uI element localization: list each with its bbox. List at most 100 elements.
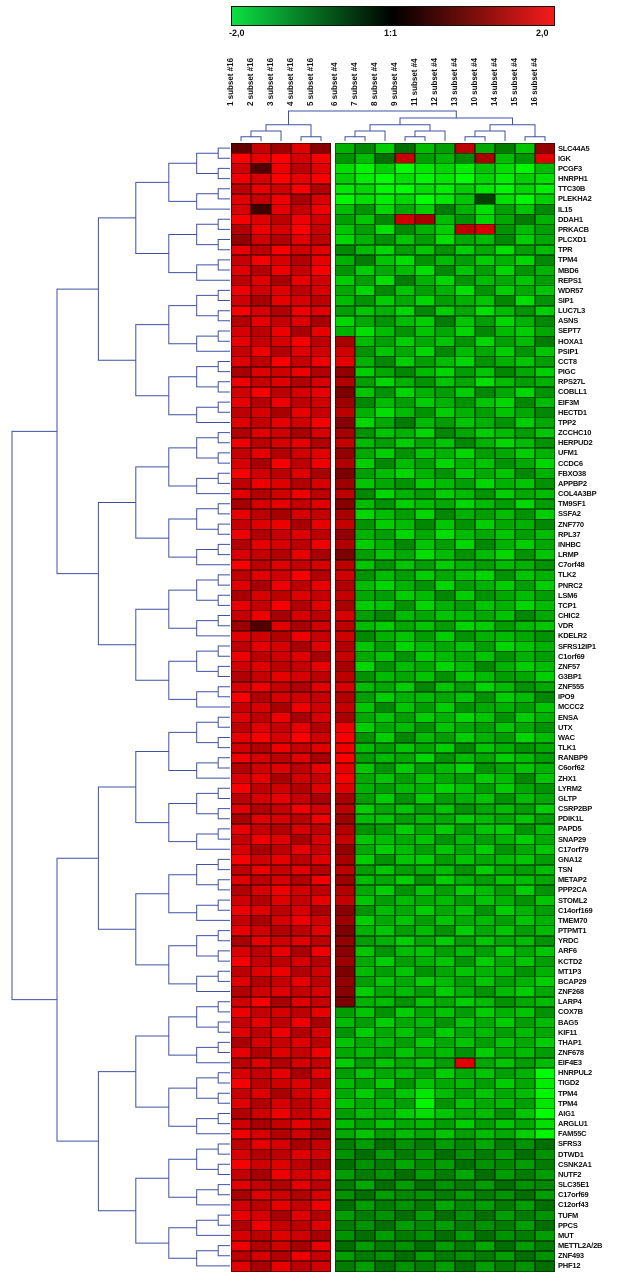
heatmap-cell — [435, 305, 455, 317]
heatmap-cell — [435, 1260, 455, 1272]
heatmap-cell — [475, 356, 495, 368]
heatmap-cell — [435, 996, 455, 1008]
heatmap-cell — [251, 163, 271, 175]
column-label: 10 subset #4 — [470, 57, 479, 106]
heatmap-cell — [395, 1067, 415, 1079]
heatmap-cell — [291, 579, 311, 591]
heatmap-cell — [375, 264, 395, 276]
heatmap-cell — [455, 793, 475, 805]
heatmap-cell — [291, 1057, 311, 1069]
heatmap-cell — [311, 620, 331, 632]
heatmap-cell — [455, 783, 475, 794]
gene-label: STOML2 — [558, 895, 588, 905]
heatmap-cell — [495, 1108, 515, 1120]
heatmap-cell — [535, 143, 555, 154]
heatmap-cell — [475, 153, 495, 164]
heatmap-cell — [475, 1027, 495, 1038]
heatmap-cell — [475, 203, 495, 215]
heatmap-cell — [515, 1179, 535, 1191]
heatmap-cell — [335, 519, 355, 530]
heatmap-cell — [455, 854, 475, 866]
heatmap-cell — [455, 529, 475, 540]
heatmap-cell — [311, 224, 331, 236]
heatmap-cell — [251, 793, 271, 805]
heatmap-cell — [251, 275, 271, 286]
heatmap-cell — [475, 864, 495, 876]
heatmap-cell — [251, 1159, 271, 1170]
heatmap-cell — [271, 264, 291, 276]
heatmap-cell — [291, 183, 311, 195]
heatmap-cell — [271, 315, 291, 327]
heatmap-cell — [415, 1098, 435, 1109]
heatmap-cell — [495, 701, 515, 713]
heatmap-cell — [495, 864, 515, 876]
heatmap-cell — [335, 468, 355, 479]
heatmap-cell — [335, 254, 355, 266]
heatmap-cell — [535, 285, 555, 297]
heatmap-cell — [455, 427, 475, 439]
heatmap-cell — [395, 935, 415, 947]
heatmap-cell — [311, 275, 331, 286]
heatmap-cell — [355, 762, 375, 774]
heatmap-cell — [495, 884, 515, 896]
heatmap-cell — [455, 752, 475, 764]
heatmap-cell — [515, 458, 535, 469]
heatmap-cell — [455, 153, 475, 164]
heatmap-cell — [231, 1047, 251, 1059]
heatmap-cell — [495, 762, 515, 774]
heatmap-cell — [395, 966, 415, 977]
heatmap-cell — [515, 244, 535, 256]
heatmap-cell — [435, 895, 455, 906]
heatmap-cell — [395, 915, 415, 927]
heatmap-cell — [535, 519, 555, 530]
gene-label: TPR — [558, 245, 573, 255]
heatmap-cell — [415, 1260, 435, 1272]
heatmap-cell — [231, 153, 251, 164]
heatmap-cell — [435, 925, 455, 937]
heatmap-cell — [335, 407, 355, 418]
gene-label: CHIC2 — [558, 611, 580, 621]
heatmap-cell — [455, 569, 475, 581]
heatmap-cell — [375, 813, 395, 825]
heatmap-cell — [355, 793, 375, 805]
heatmap-cell — [311, 1037, 331, 1049]
heatmap-cell — [251, 579, 271, 591]
heatmap-cell — [231, 214, 251, 225]
heatmap-cell — [395, 864, 415, 876]
heatmap-cell — [311, 254, 331, 266]
heatmap-cell — [515, 986, 535, 998]
heatmap-cell — [311, 325, 331, 337]
heatmap-cell — [271, 1220, 291, 1231]
heatmap-cell — [291, 386, 311, 398]
heatmap-cell — [375, 214, 395, 225]
heatmap-cell — [515, 173, 535, 185]
heatmap-cell — [375, 722, 395, 733]
gene-label: ZNF493 — [558, 1251, 584, 1261]
heatmap-cell — [355, 1067, 375, 1079]
heatmap-cell — [535, 478, 555, 490]
heatmap-cell — [435, 579, 455, 591]
heatmap-cell — [335, 1037, 355, 1049]
heatmap-cell — [335, 143, 355, 154]
heatmap-cell — [291, 1179, 311, 1191]
heatmap-cell — [455, 935, 475, 947]
heatmap-cell — [515, 143, 535, 154]
heatmap-cell — [415, 1240, 435, 1252]
heatmap-cell — [415, 610, 435, 622]
heatmap-cell — [435, 1169, 455, 1181]
heatmap-cell — [535, 356, 555, 368]
heatmap-cell — [475, 1138, 495, 1150]
heatmap-cell — [311, 955, 331, 967]
heatmap-cell — [495, 1220, 515, 1231]
gene-label: VDR — [558, 621, 574, 631]
heatmap-cell — [475, 1128, 495, 1140]
heatmap-cell — [435, 1088, 455, 1099]
heatmap-cell — [355, 508, 375, 520]
heatmap-cell — [335, 386, 355, 398]
heatmap-cell — [455, 864, 475, 876]
heatmap-cell — [291, 823, 311, 835]
heatmap-cell — [495, 508, 515, 520]
heatmap-cell — [291, 925, 311, 937]
heatmap-cell — [311, 905, 331, 916]
heatmap-cell — [291, 1067, 311, 1079]
